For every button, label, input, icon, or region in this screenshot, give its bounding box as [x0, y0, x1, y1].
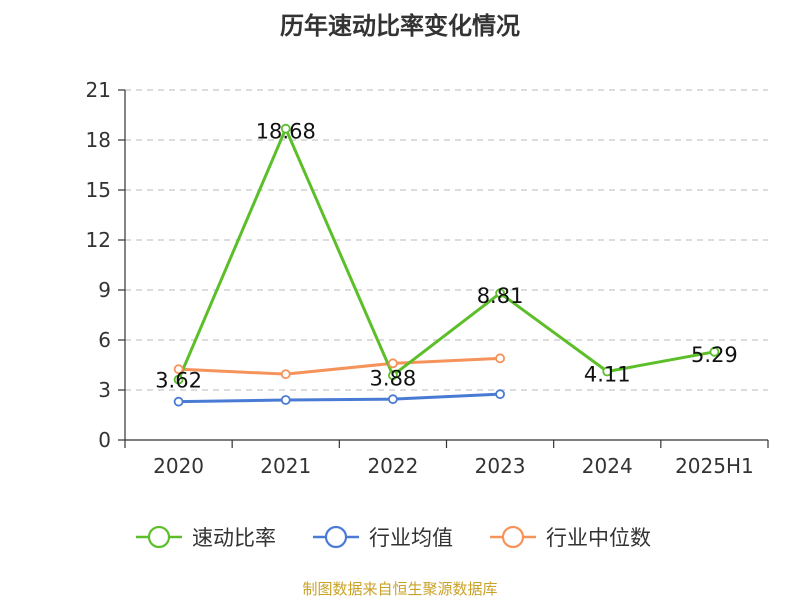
- data-label: 5.29: [691, 343, 738, 367]
- x-tick-label: 2023: [475, 454, 526, 478]
- y-axis-ticks: 0 3 6 9 12 15 18 21: [86, 78, 125, 452]
- y-tick-label: 0: [98, 428, 111, 452]
- data-point: [388, 394, 398, 405]
- data-point: [173, 374, 184, 385]
- y-tick-label: 12: [86, 228, 111, 252]
- data-point: [388, 358, 398, 369]
- legend-marker: [501, 525, 525, 549]
- y-tick-label: 18: [86, 128, 111, 152]
- series-group: [173, 123, 720, 407]
- data-point: [173, 396, 184, 407]
- y-tick-label: 15: [86, 178, 111, 202]
- data-point: [280, 123, 291, 134]
- data-label: 4.11: [584, 363, 631, 387]
- series-line: [178, 356, 501, 376]
- y-tick-label: 3: [98, 378, 111, 402]
- chart-title: 历年速动比率变化情况: [280, 12, 520, 40]
- data-point: [602, 366, 613, 377]
- y-tick-label: 9: [98, 278, 111, 302]
- data-point: [495, 389, 505, 400]
- data-point: [495, 288, 505, 299]
- legend-label: 行业中位数: [546, 526, 651, 550]
- y-tick-label: 6: [98, 328, 111, 352]
- series-line: [178, 392, 501, 404]
- source-note: 制图数据来自恒生聚源数据库: [302, 580, 498, 598]
- legend-item[interactable]: 行业中位数: [490, 525, 651, 550]
- data-point: [280, 395, 291, 405]
- data-point: [709, 346, 720, 357]
- data-label: 3.88: [370, 366, 417, 390]
- data-point: [173, 364, 184, 375]
- legend-item[interactable]: 行业均值: [313, 525, 453, 550]
- series-line: [177, 127, 715, 381]
- x-tick-label: 2024: [582, 454, 633, 478]
- x-tick-label: 2025H1: [675, 454, 754, 478]
- data-point: [388, 370, 398, 381]
- data-label: 8.81: [477, 284, 524, 308]
- data-point: [495, 353, 505, 364]
- x-tick-label: 2020: [153, 454, 204, 478]
- x-tick-label: 2021: [260, 454, 311, 478]
- y-tick-label: 21: [86, 78, 111, 102]
- data-label: 3.62: [155, 369, 202, 393]
- legend-marker: [147, 525, 171, 549]
- axes: [124, 90, 768, 441]
- data-labels: 3.62 18.68 3.88 8.81 4.11 5.29: [155, 120, 738, 393]
- legend-label: 行业均值: [369, 526, 453, 550]
- data-point: [280, 369, 291, 380]
- legend-marker: [324, 525, 348, 549]
- data-label: 18.68: [256, 120, 316, 144]
- legend-label: 速动比率: [192, 526, 276, 550]
- legend-item[interactable]: 速动比率: [136, 525, 276, 550]
- x-tick-label: 2022: [367, 454, 418, 478]
- x-axis-ticks: 2020 2021 2022 2023 2024 2025H1: [124, 440, 769, 478]
- legend: 速动比率 行业均值 行业中位数: [136, 525, 651, 550]
- gridlines: [125, 89, 768, 391]
